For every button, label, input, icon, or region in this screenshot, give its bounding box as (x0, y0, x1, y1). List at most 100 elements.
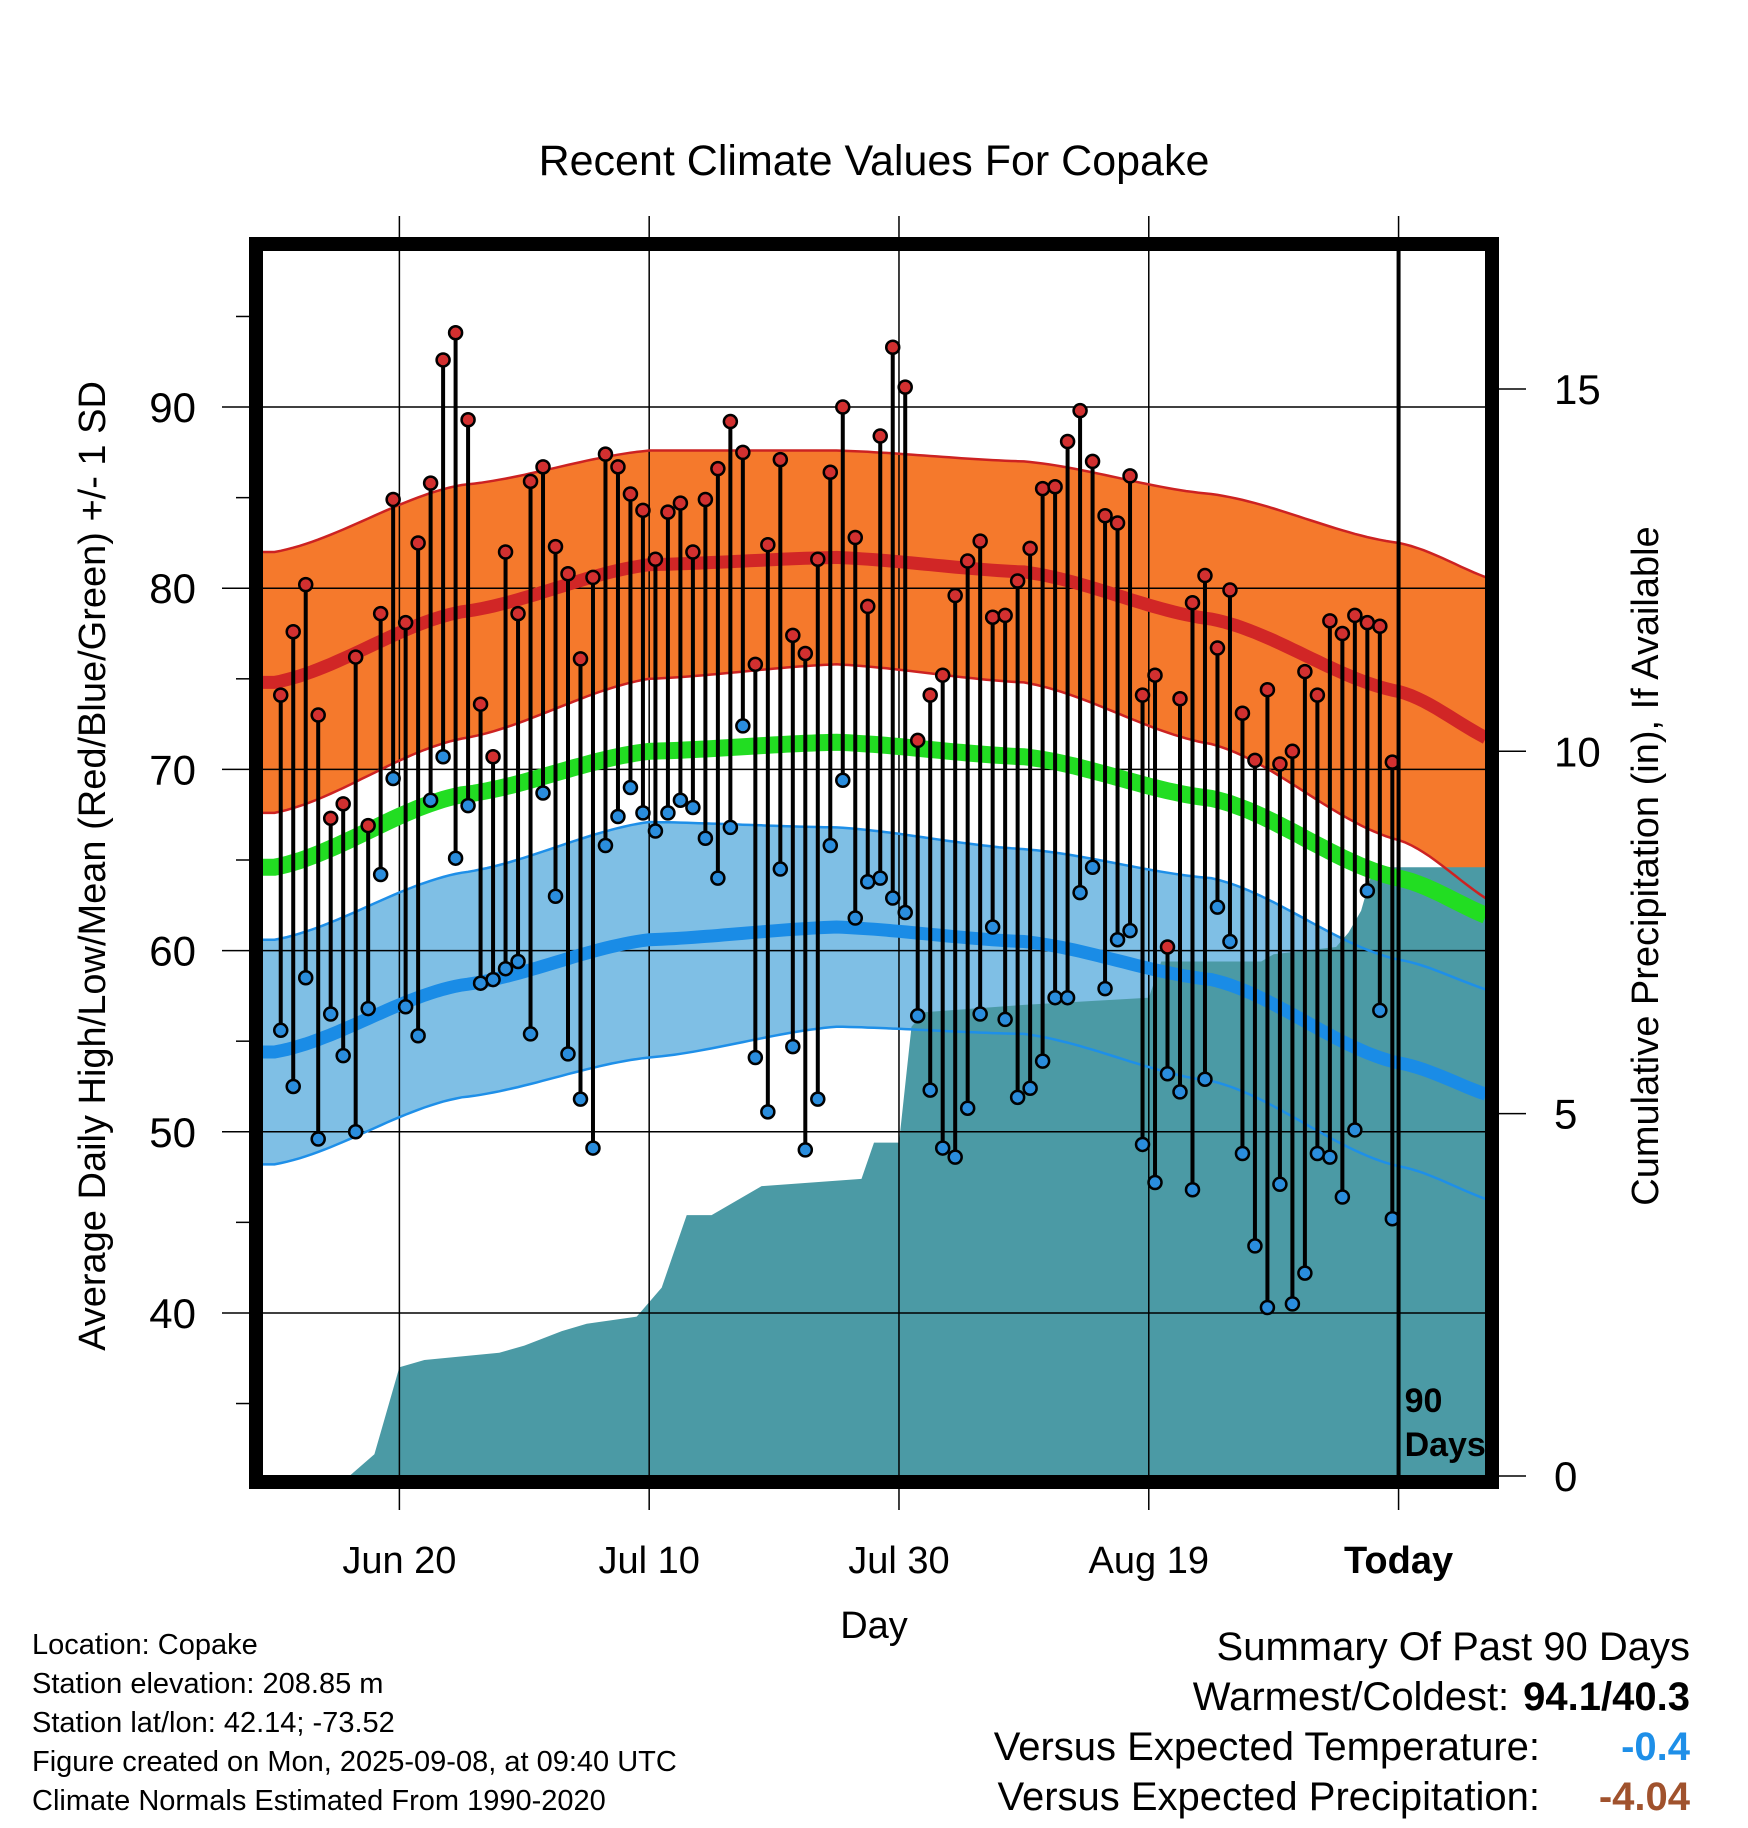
daily-high-point (872, 428, 888, 444)
daily-high-point (710, 460, 726, 477)
daily-high-point (785, 627, 801, 644)
y-tick-label: 60 (149, 928, 196, 975)
daily-low-point (1009, 1089, 1026, 1106)
daily-low-point (535, 785, 551, 801)
daily-high-point (647, 551, 664, 567)
daily-low-point (597, 837, 614, 854)
low-upper-edge (262, 820, 1486, 991)
daily-high-point (1284, 743, 1301, 760)
daily-high-point (1372, 618, 1388, 635)
daily-low-point (1147, 1174, 1163, 1191)
daily-low-point (710, 870, 726, 886)
daily-high-point (397, 614, 414, 631)
temp-label: Versus Expected Temperature: (993, 1725, 1540, 1769)
daily-low-point (860, 873, 876, 890)
daily-low-point (560, 1046, 576, 1062)
daily-low-point (497, 960, 514, 977)
daily-high-point (385, 491, 401, 508)
daily-high-point (322, 810, 339, 827)
daily-low-point (1372, 1002, 1388, 1019)
daily-high-point (1159, 939, 1176, 955)
daily-low-point (972, 1006, 988, 1022)
summary-heading: Summary Of Past 90 Days (1216, 1625, 1690, 1669)
daily-high-point (635, 502, 651, 519)
latlon-text: Station lat/lon: 42.14; -73.52 (32, 1707, 395, 1739)
daily-low-point (735, 718, 751, 734)
high-lower-edge (262, 663, 1486, 900)
daily-low-point (572, 1091, 589, 1107)
daily-high-point (922, 687, 938, 703)
daily-high-point (310, 707, 326, 723)
daily-low-point (1259, 1299, 1276, 1316)
precip-area (274, 867, 1486, 1476)
daily-high-point (447, 325, 464, 341)
daily-high-point (585, 569, 601, 586)
daily-high-point (422, 475, 439, 491)
daily-high-point (560, 565, 576, 582)
y-tick-label: 70 (149, 746, 196, 793)
low-lower-edge (262, 1025, 1486, 1201)
y-axis-label: Average Daily High/Low/Mean (Red/Blue/Gr… (72, 381, 114, 1351)
precip-value: -4.04 (1598, 1775, 1690, 1819)
daily-high-point (1347, 607, 1363, 624)
daily-low-point (397, 999, 414, 1015)
daily-high-point (1072, 402, 1088, 419)
daily-low-point (1234, 1145, 1251, 1162)
daily-high-point (1272, 756, 1288, 772)
daily-low-point (1359, 883, 1376, 899)
daily-high-point (884, 339, 901, 356)
daily-high-point (1259, 681, 1276, 698)
elevation-text: Station elevation: 208.85 m (32, 1668, 384, 1700)
x-axis-label: Day (840, 1605, 908, 1647)
daily-high-point (497, 544, 514, 560)
daily-low-point (460, 797, 476, 814)
normal-high-line (262, 550, 1486, 744)
daily-low-point (1097, 980, 1113, 997)
y2-tick-label: 5 (1554, 1091, 1577, 1138)
daily-low-point (1072, 884, 1088, 901)
y-tick-label: 50 (149, 1109, 196, 1156)
daily-low-point (1322, 1149, 1338, 1165)
daily-high-point (1059, 433, 1076, 450)
warm-cold-row: Warmest/Coldest: 94.1/40.3 (994, 1672, 1690, 1722)
y2-tick-label: 0 (1554, 1453, 1577, 1500)
period-marker-label: 90 (1405, 1382, 1443, 1420)
daily-high-point (1234, 705, 1251, 721)
y-tick-label: 40 (149, 1290, 196, 1337)
daily-low-point (447, 850, 464, 866)
daily-low-point (285, 1078, 301, 1095)
daily-high-point (1322, 613, 1338, 629)
temp-value: -0.4 (1621, 1725, 1690, 1769)
daily-high-point (1084, 453, 1101, 470)
daily-low-point (1122, 922, 1138, 939)
daily-high-point (335, 796, 351, 812)
daily-high-point (1122, 468, 1138, 484)
daily-high-point (760, 537, 776, 553)
warm-cold-value: 94.1/40.3 (1523, 1675, 1690, 1719)
daily-high-point (1184, 594, 1201, 611)
daily-low-point (272, 1022, 289, 1039)
daily-low-point (984, 919, 1001, 935)
x-tick-label: Jul 10 (598, 1540, 699, 1582)
daily-high-point (285, 623, 301, 640)
y2-tick-label: 10 (1554, 728, 1601, 775)
daily-high-point (1247, 752, 1263, 769)
daily-high-point (1172, 691, 1188, 707)
daily-low-point (472, 975, 489, 991)
daily-low-point (485, 971, 501, 988)
daily-low-point (610, 808, 626, 825)
daily-low-point (747, 1049, 764, 1066)
daily-low-point (1184, 1181, 1201, 1198)
daily-low-point (1109, 931, 1126, 948)
x-tick-label: Today (1344, 1540, 1453, 1582)
daily-high-point (360, 817, 376, 834)
location-text: Location: Copake (32, 1629, 258, 1661)
daily-high-point (372, 605, 389, 622)
daily-low-point (697, 830, 714, 847)
daily-high-point (984, 609, 1001, 625)
daily-low-point (1309, 1145, 1326, 1162)
daily-low-point (797, 1142, 814, 1158)
daily-low-point (1197, 1071, 1213, 1087)
y-tick-label: 80 (149, 565, 196, 612)
